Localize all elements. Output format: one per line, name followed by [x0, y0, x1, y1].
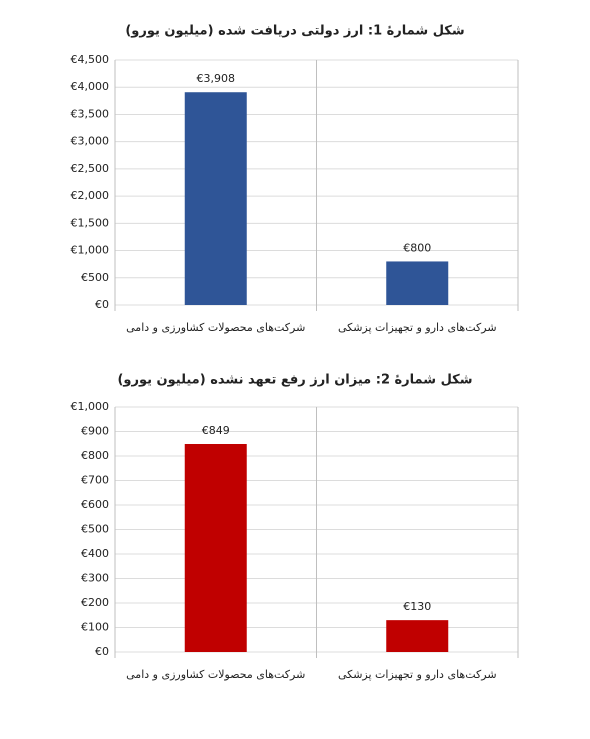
y-tick-label: €1,500: [71, 216, 110, 229]
y-tick-label: €500: [81, 271, 109, 284]
x-tick-label: شرکت‌های دارو و تجهیزات پزشکی: [338, 321, 497, 334]
y-tick-label: €500: [81, 523, 109, 536]
bar: [184, 92, 247, 305]
data-label: €849: [202, 424, 230, 437]
x-tick-label: شرکت‌های محصولات کشاورزی و دامی: [126, 668, 305, 681]
y-tick-label: €700: [81, 474, 109, 487]
y-tick-label: €400: [81, 547, 109, 560]
y-tick-label: €0: [95, 298, 109, 311]
bar: [386, 261, 449, 305]
data-label: €800: [403, 241, 431, 254]
bar: [184, 443, 247, 652]
y-tick-label: €4,500: [71, 53, 110, 66]
y-tick-label: €2,500: [71, 162, 110, 175]
y-tick-label: €100: [81, 621, 109, 634]
y-tick-label: €900: [81, 425, 109, 438]
chart-title: شکل شمارهٔ 2: میزان ارز رفع تعهد نشده (م…: [117, 373, 472, 388]
x-tick-label: شرکت‌های دارو و تجهیزات پزشکی: [338, 668, 497, 681]
y-tick-label: €1,000: [71, 244, 110, 257]
y-tick-label: €600: [81, 498, 109, 511]
data-label: €3,908: [197, 72, 236, 85]
data-label: €130: [403, 600, 431, 613]
y-tick-label: €1,000: [71, 400, 110, 413]
y-tick-label: €0: [95, 645, 109, 658]
y-tick-label: €3,500: [71, 107, 110, 120]
chart-title: شکل شمارهٔ 1: ارز دولتی دریافت شده (میلی…: [125, 24, 464, 39]
y-tick-label: €3,000: [71, 135, 110, 148]
y-tick-label: €4,000: [71, 80, 110, 93]
y-tick-label: €2,000: [71, 189, 110, 202]
y-tick-label: €300: [81, 572, 109, 585]
y-tick-label: €800: [81, 449, 109, 462]
bar: [386, 620, 449, 652]
y-tick-label: €200: [81, 596, 109, 609]
x-tick-label: شرکت‌های محصولات کشاورزی و دامی: [126, 321, 305, 334]
